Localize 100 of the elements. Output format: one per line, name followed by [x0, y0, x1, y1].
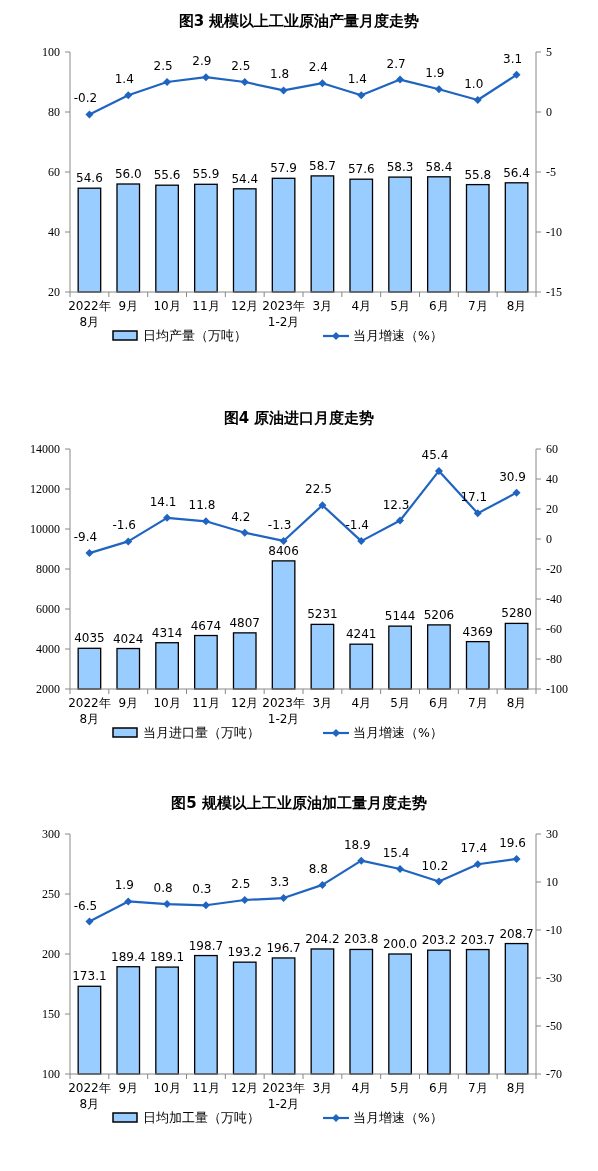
y2-tick-label: -10 — [546, 923, 562, 938]
data-label: 193.2 — [227, 945, 262, 960]
point — [473, 860, 482, 869]
data-label: 4035 — [74, 631, 105, 646]
x-tick-label: 8月 — [506, 299, 527, 313]
point — [318, 79, 327, 88]
y-tick-label: 60 — [48, 165, 60, 180]
data-label: 203.7 — [460, 932, 495, 947]
data-label: 3.1 — [503, 51, 523, 66]
point — [512, 70, 521, 79]
data-label: 1.4 — [347, 72, 367, 87]
x-tick-label: 8月 — [506, 696, 527, 710]
y2-tick-label: 0 — [546, 532, 552, 547]
data-label: 2.4 — [308, 60, 328, 75]
data-label: 204.2 — [305, 931, 340, 946]
point — [279, 894, 288, 903]
point — [434, 85, 443, 94]
point — [201, 73, 210, 82]
x-tick-label: 3月 — [312, 696, 333, 710]
y2-tick-label: -30 — [546, 971, 562, 986]
point — [318, 880, 327, 889]
y-tick-label: 300 — [42, 827, 60, 842]
point — [473, 96, 482, 104]
data-label: -1.4 — [345, 518, 369, 533]
x-tick-label: 6月 — [429, 299, 449, 313]
data-label: -1.3 — [267, 517, 292, 532]
x-tick-label: 12月 — [231, 1081, 259, 1095]
data-label: 2.5 — [231, 59, 251, 73]
point — [163, 78, 172, 86]
y2-tick-label: -15 — [546, 285, 562, 300]
x-tick-label: 5月 — [390, 696, 410, 710]
data-label: 45.4 — [421, 447, 449, 462]
point — [163, 513, 172, 522]
chart-title: 图3 规模以上工业原油产量月度走势 — [178, 12, 420, 30]
y-tick-label: 12000 — [30, 482, 60, 497]
data-label: 8.8 — [308, 861, 328, 876]
chart-title: 图4 原油进口月度走势 — [223, 409, 375, 427]
point — [434, 877, 443, 886]
data-label: 196.7 — [266, 940, 301, 955]
data-label: -6.5 — [73, 898, 98, 913]
data-label: 56.0 — [114, 167, 142, 181]
data-label: 3.3 — [270, 875, 290, 890]
y2-tick-label: 0 — [546, 105, 552, 120]
x-tick-label: 7月 — [467, 696, 488, 710]
data-label: 30.9 — [499, 469, 526, 484]
data-label: 5280 — [501, 606, 532, 621]
data-label: 1.9 — [425, 66, 445, 81]
data-label: 1.0 — [464, 77, 484, 91]
y-tick-label: 100 — [42, 1067, 60, 1082]
data-label: 56.4 — [503, 165, 530, 180]
point — [357, 856, 366, 865]
legend-label: 当月增速（%） — [353, 725, 443, 741]
x-tick-label: 3月 — [312, 1081, 333, 1095]
y2-tick-label: 40 — [546, 472, 558, 487]
data-label: 57.9 — [270, 161, 297, 176]
y2-tick-label: -50 — [546, 1019, 562, 1034]
data-label: 2.5 — [153, 59, 173, 73]
y2-tick-label: -40 — [546, 592, 562, 607]
x-tick-label: 9月 — [118, 1081, 139, 1095]
data-label: 200.0 — [382, 937, 418, 951]
point — [318, 501, 327, 510]
data-label: 4369 — [462, 624, 494, 639]
point — [396, 516, 405, 525]
x-tick-label: 12月 — [231, 299, 259, 313]
point — [240, 896, 249, 904]
point — [357, 91, 366, 100]
y-tick-label: 200 — [42, 947, 60, 962]
x-tick-label: 2022年 8月 — [68, 696, 111, 726]
data-label: 14.1 — [149, 494, 177, 509]
data-label: 2.5 — [231, 877, 251, 891]
data-label: 4807 — [229, 615, 261, 630]
point — [473, 509, 482, 518]
point — [357, 537, 366, 546]
data-label: 4.2 — [231, 509, 251, 524]
x-tick-label: 7月 — [467, 1081, 488, 1095]
data-label: 58.4 — [425, 159, 453, 174]
data-label: 55.6 — [153, 168, 181, 183]
x-tick-label: 9月 — [118, 696, 139, 710]
y2-tick-label: -10 — [546, 225, 562, 240]
data-label: 1.4 — [114, 72, 134, 87]
x-tick-label: 2023年 1-2月 — [262, 1081, 305, 1111]
y-tick-label: 2000 — [36, 682, 60, 697]
data-label: 4314 — [151, 625, 183, 640]
data-label: 18.9 — [343, 837, 371, 852]
data-label: 2.7 — [386, 56, 406, 71]
y-tick-label: 40 — [48, 225, 60, 240]
point — [124, 537, 133, 546]
point — [396, 75, 405, 84]
x-tick-label: 11月 — [192, 1081, 220, 1095]
data-label: 58.3 — [386, 160, 414, 175]
data-label: -1.6 — [112, 518, 136, 533]
y-tick-label: 80 — [48, 105, 60, 120]
data-label: 57.6 — [347, 162, 375, 177]
data-label: 189.4 — [111, 949, 146, 964]
x-tick-label: 7月 — [467, 299, 488, 313]
point — [512, 854, 521, 863]
data-label: 10.2 — [421, 858, 449, 873]
point — [512, 488, 521, 497]
x-tick-label: 2022年 8月 — [68, 1081, 111, 1111]
x-tick-label: 5月 — [390, 299, 410, 313]
